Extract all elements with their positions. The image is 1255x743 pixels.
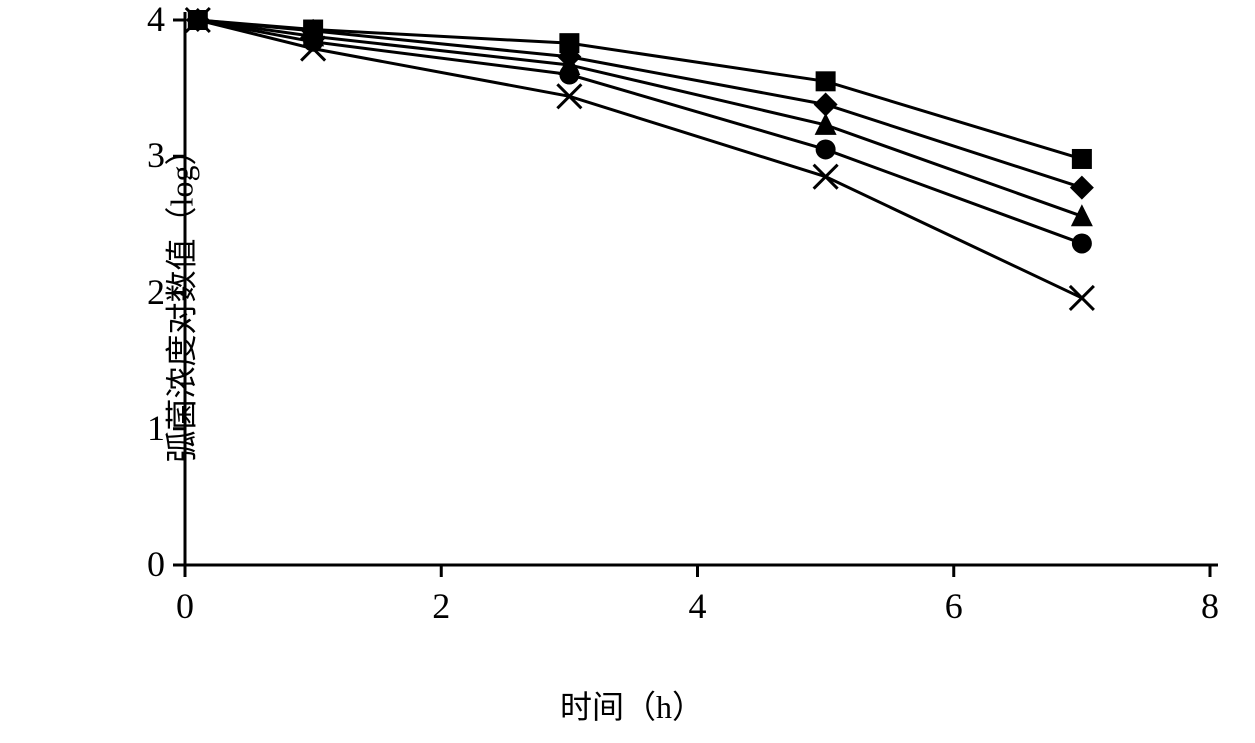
y-tick-label: 2 bbox=[125, 271, 165, 313]
y-tick-label: 4 bbox=[125, 0, 165, 40]
x-tick-label: 2 bbox=[421, 585, 461, 627]
chart-container: 弧菌浓度对数值（log） 时间（h） bbox=[0, 0, 1255, 743]
x-tick-label: 8 bbox=[1190, 585, 1230, 627]
y-tick-label: 0 bbox=[125, 543, 165, 585]
x-tick-label: 4 bbox=[678, 585, 718, 627]
y-tick-label: 1 bbox=[125, 407, 165, 449]
y-tick-label: 3 bbox=[125, 134, 165, 176]
x-tick-label: 0 bbox=[165, 585, 205, 627]
chart-svg bbox=[0, 0, 1255, 743]
x-tick-label: 6 bbox=[934, 585, 974, 627]
